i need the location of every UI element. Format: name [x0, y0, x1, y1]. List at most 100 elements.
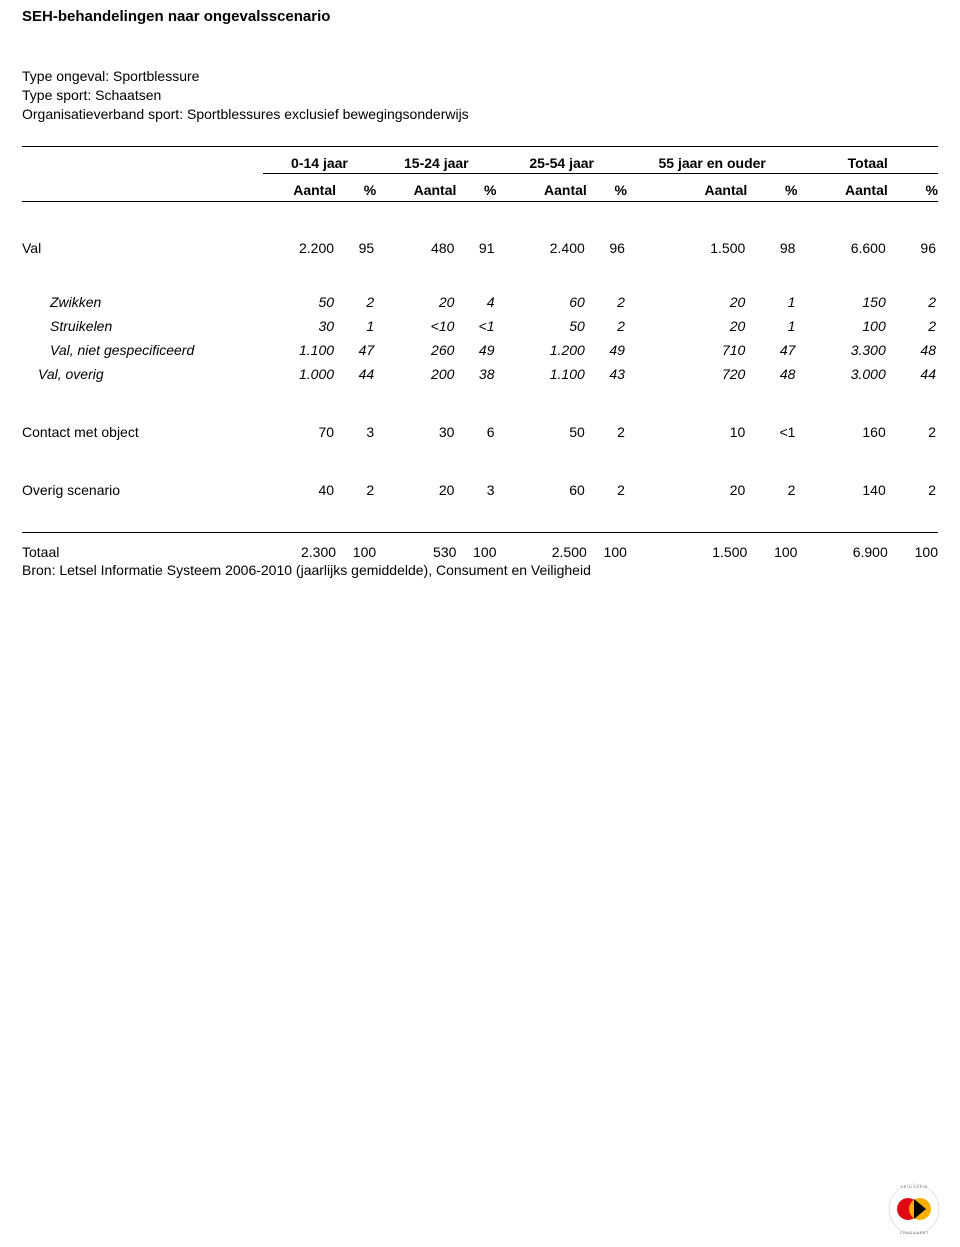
total-cell: 1.500 — [627, 532, 747, 560]
table-cell: 3 — [456, 474, 496, 498]
table-row: Contact met object70330650210<11602 — [22, 416, 938, 440]
subhead-pct-5: % — [888, 173, 938, 201]
table-cell: 43 — [587, 358, 627, 382]
table-cell: 200 — [376, 358, 456, 382]
table-cell: 20 — [627, 310, 747, 334]
subhead-pct-4: % — [747, 173, 797, 201]
table-cell: 2.200 — [263, 232, 336, 256]
table-cell: 44 — [336, 358, 376, 382]
subhead-aantal-2: Aantal — [376, 173, 456, 201]
total-cell: 530 — [376, 532, 456, 560]
column-group-header-row: 0-14 jaar 15-24 jaar 25-54 jaar 55 jaar … — [22, 146, 938, 173]
table-cell: 480 — [376, 232, 456, 256]
table-cell: 98 — [747, 232, 797, 256]
table-cell: 710 — [627, 334, 747, 358]
subhead-pct-2: % — [456, 173, 496, 201]
table-cell: 2 — [888, 310, 938, 334]
table-cell: 1.100 — [263, 334, 336, 358]
column-group-15-24: 15-24 jaar — [376, 146, 496, 173]
column-sub-header-row: Aantal % Aantal % Aantal % Aantal % Aant… — [22, 173, 938, 201]
table-cell: 1 — [336, 310, 376, 334]
meta-organisatieverband: Organisatieverband sport: Sportblessures… — [22, 105, 938, 124]
table-cell: 95 — [336, 232, 376, 256]
svg-text:C O N S U M E N T: C O N S U M E N T — [900, 1231, 929, 1235]
table-cell: 100 — [797, 310, 887, 334]
total-cell: 6.900 — [797, 532, 887, 560]
table-cell: 30 — [376, 416, 456, 440]
table-cell: 6 — [456, 416, 496, 440]
table-row: Val, overig1.00044200381.10043720483.000… — [22, 358, 938, 382]
table-cell: 6.600 — [797, 232, 887, 256]
table-cell: 260 — [376, 334, 456, 358]
table-cell: 47 — [747, 334, 797, 358]
row-label: Val, overig — [22, 358, 263, 382]
table-cell: 2 — [888, 286, 938, 310]
total-cell: 100 — [456, 532, 496, 560]
table-cell: 1 — [747, 286, 797, 310]
subhead-aantal-1: Aantal — [263, 173, 336, 201]
table-row: Overig scenario4022036022021402 — [22, 474, 938, 498]
table-cell: 1 — [747, 310, 797, 334]
table-cell: 140 — [797, 474, 887, 498]
table-cell: 1.000 — [263, 358, 336, 382]
table-cell: 20 — [627, 474, 747, 498]
table-cell: 70 — [263, 416, 336, 440]
row-label: Overig scenario — [22, 474, 263, 498]
table-cell: 2 — [888, 416, 938, 440]
table-cell: 3 — [336, 416, 376, 440]
table-cell: <1 — [747, 416, 797, 440]
column-group-55plus: 55 jaar en ouder — [627, 146, 798, 173]
table-cell: 2 — [587, 310, 627, 334]
table-cell: 47 — [336, 334, 376, 358]
table-cell: 49 — [587, 334, 627, 358]
table-cell: 20 — [376, 286, 456, 310]
table-cell: 49 — [456, 334, 496, 358]
svg-text:V E I L I G H E I D: V E I L I G H E I D — [901, 1185, 928, 1189]
table-cell: 150 — [797, 286, 887, 310]
table-cell: 20 — [376, 474, 456, 498]
table-row: Val2.20095480912.400961.500986.60096 — [22, 232, 938, 256]
row-label: Contact met object — [22, 416, 263, 440]
page-title: SEH-behandelingen naar ongevalsscenario — [22, 8, 938, 25]
column-group-0-14: 0-14 jaar — [263, 146, 376, 173]
table-cell: 48 — [888, 334, 938, 358]
table-cell: 2 — [587, 286, 627, 310]
table-cell: 30 — [263, 310, 336, 334]
row-label: Val — [22, 232, 263, 256]
table-cell: 2 — [747, 474, 797, 498]
table-cell: 40 — [263, 474, 336, 498]
meta-type-ongeval: Type ongeval: Sportblessure — [22, 67, 938, 86]
total-cell: 100 — [888, 532, 938, 560]
table-cell: 96 — [888, 232, 938, 256]
total-cell: 100 — [336, 532, 376, 560]
table-cell: 2 — [587, 474, 627, 498]
table-cell: 1.200 — [497, 334, 587, 358]
table-cell: 38 — [456, 358, 496, 382]
table-cell: 60 — [497, 474, 587, 498]
row-label: Zwikken — [22, 286, 263, 310]
table-cell: 2 — [336, 286, 376, 310]
row-label: Struikelen — [22, 310, 263, 334]
table-cell: 1.500 — [627, 232, 747, 256]
subhead-aantal-4: Aantal — [627, 173, 747, 201]
table-row: Val, niet gespecificeerd1.10047260491.20… — [22, 334, 938, 358]
table-cell: 91 — [456, 232, 496, 256]
total-cell: 2.300 — [263, 532, 336, 560]
table-cell: 60 — [497, 286, 587, 310]
row-label: Val, niet gespecificeerd — [22, 334, 263, 358]
subhead-pct-1: % — [336, 173, 376, 201]
table-cell: 160 — [797, 416, 887, 440]
table-cell: 4 — [456, 286, 496, 310]
consument-en-veiligheid-logo-icon: V E I L I G H E I D C O N S U M E N T — [886, 1181, 942, 1237]
subhead-aantal-5: Aantal — [797, 173, 887, 201]
source-line: Bron: Letsel Informatie Systeem 2006-201… — [22, 562, 938, 578]
table-cell: 10 — [627, 416, 747, 440]
table-cell: 1.100 — [497, 358, 587, 382]
table-cell: 2 — [587, 416, 627, 440]
table-row: Zwikken5022046022011502 — [22, 286, 938, 310]
table-row: Struikelen301<10<15022011002 — [22, 310, 938, 334]
data-table: 0-14 jaar 15-24 jaar 25-54 jaar 55 jaar … — [22, 146, 938, 560]
table-cell: 2 — [336, 474, 376, 498]
table-cell: 44 — [888, 358, 938, 382]
table-cell: 2 — [888, 474, 938, 498]
